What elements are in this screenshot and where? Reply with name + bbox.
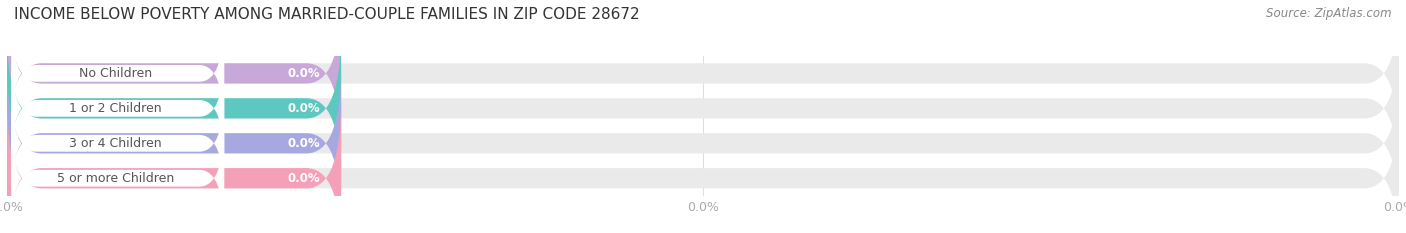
FancyBboxPatch shape <box>7 31 342 185</box>
FancyBboxPatch shape <box>7 82 224 205</box>
Text: 0.0%: 0.0% <box>288 102 321 115</box>
FancyBboxPatch shape <box>7 117 224 233</box>
FancyBboxPatch shape <box>7 66 1399 220</box>
FancyBboxPatch shape <box>7 47 224 170</box>
Text: INCOME BELOW POVERTY AMONG MARRIED-COUPLE FAMILIES IN ZIP CODE 28672: INCOME BELOW POVERTY AMONG MARRIED-COUPL… <box>14 7 640 22</box>
Text: No Children: No Children <box>79 67 152 80</box>
Text: Source: ZipAtlas.com: Source: ZipAtlas.com <box>1267 7 1392 20</box>
Text: 1 or 2 Children: 1 or 2 Children <box>69 102 162 115</box>
FancyBboxPatch shape <box>7 0 342 151</box>
FancyBboxPatch shape <box>7 101 1399 233</box>
FancyBboxPatch shape <box>11 89 224 198</box>
FancyBboxPatch shape <box>7 12 224 134</box>
FancyBboxPatch shape <box>11 54 224 163</box>
Text: 5 or more Children: 5 or more Children <box>58 172 174 185</box>
FancyBboxPatch shape <box>7 66 342 220</box>
Text: 3 or 4 Children: 3 or 4 Children <box>69 137 162 150</box>
FancyBboxPatch shape <box>7 0 1399 151</box>
Text: 0.0%: 0.0% <box>288 172 321 185</box>
FancyBboxPatch shape <box>11 19 224 128</box>
FancyBboxPatch shape <box>7 31 1399 185</box>
Text: 0.0%: 0.0% <box>288 137 321 150</box>
FancyBboxPatch shape <box>7 101 342 233</box>
Text: 0.0%: 0.0% <box>288 67 321 80</box>
FancyBboxPatch shape <box>11 124 224 233</box>
